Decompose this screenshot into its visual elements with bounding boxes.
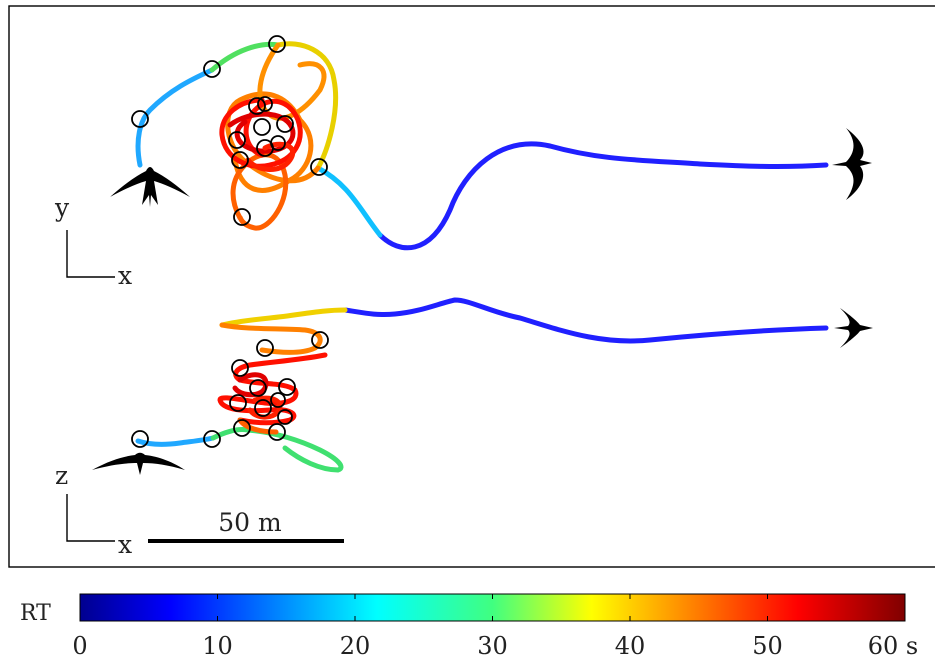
circle-marker-icon [256,339,274,357]
circle-marker-icon [276,115,294,133]
circle-marker-icon [233,208,251,226]
trajectory-loop-red-2 [232,372,269,398]
circle-marker-icon [278,378,296,396]
trajectory-loop-orange-2 [237,417,279,435]
circle-marker-icon [203,430,221,448]
circle-marker-icon [311,331,329,349]
colorbar-tick-label: 0 [72,632,87,660]
axis-label-y: y [54,193,70,222]
circle-marker-icon [270,392,286,408]
trajectory-segment-early [342,297,829,344]
colorbar-tick-label: 50 [752,632,783,660]
trajectory-segment-yellow [275,41,339,171]
colorbar-ticks: 0 10 20 30 40 50 60 s [72,594,918,660]
circle-marker-icon [229,394,247,412]
circle-marker-icon [231,359,249,377]
trajectory-loop-orange-3 [257,42,327,121]
axes-indicator-top [66,230,115,278]
colorbar-label: RT [20,601,51,626]
colorbar-tick-label: 10 [202,632,233,660]
circle-marker-icon [131,430,149,448]
trajectory-segment-yellow [219,307,348,328]
circle-marker-icon [277,409,293,425]
circle-marker-icon [248,97,266,115]
colorbar-tick-label: 20 [340,632,371,660]
circle-marker-icon [257,96,273,112]
scale-bar-label: 50 m [218,508,282,537]
axes-indicator-bottom [66,494,115,542]
plot-frame [8,5,935,568]
swift-silhouette-icon [92,452,185,475]
trajectory-segment-orange [219,322,323,355]
axis-label-x-top: x [118,261,132,290]
trajectory-top [135,41,829,251]
trajectory-loop-red-1 [217,352,328,426]
trajectory-segment-early [377,141,829,251]
markers-top [131,35,328,226]
circle-marker-icon [231,151,249,169]
trajectory-bottom [135,297,829,473]
circle-marker-icon [268,423,286,441]
colorbar-tick-label: 60 s [868,632,918,660]
circle-marker-icon [228,131,246,149]
swift-silhouette-icon [834,308,873,348]
top-view: y x [54,35,872,290]
bottom-view: z x 50 m [55,297,873,559]
circle-marker-icon [268,35,286,53]
markers-bottom [131,331,329,448]
circle-marker-icon [249,379,267,397]
colorbar-tick-label: 40 [615,632,646,660]
colorbar-tick-label: 30 [477,632,508,660]
swift-silhouette-icon [832,128,872,200]
trajectory-segment-start [135,435,216,447]
trajectory-segment-start [135,67,215,168]
circle-marker-icon [233,419,251,437]
axis-label-z: z [55,461,68,490]
circle-marker-icon [270,135,286,151]
circle-marker-icon [203,60,221,78]
trajectory-segment-green [210,427,344,473]
trajectory-loop-red-3 [247,395,283,420]
axis-label-x-bottom: x [118,530,132,559]
circle-marker-icon [131,110,149,128]
circle-marker-icon [310,158,328,176]
swift-silhouette-icon [110,167,190,207]
trajectory-segment-cyan [315,165,383,238]
trajectory-loop-orange-1 [225,91,321,193]
circle-marker-icon [253,118,271,136]
colorbar: RT 0 10 20 30 40 50 60 s [20,593,918,660]
trajectory-loop-red-3 [245,141,295,172]
circle-marker-icon [254,399,272,417]
